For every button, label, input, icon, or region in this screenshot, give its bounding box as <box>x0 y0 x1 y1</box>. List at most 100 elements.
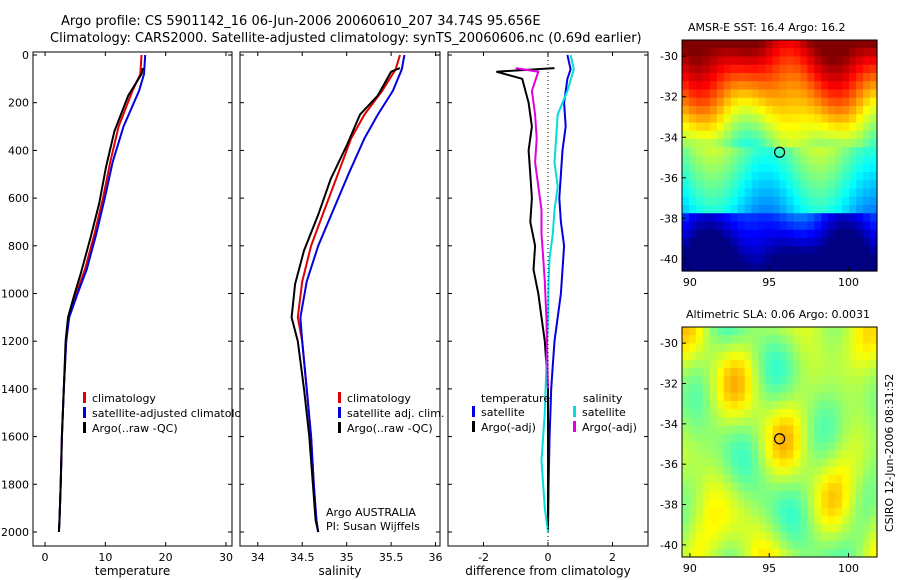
map-cell <box>814 147 822 157</box>
map-cell <box>849 474 857 484</box>
map-cell <box>709 335 718 345</box>
map-cell <box>800 40 808 49</box>
map-cell <box>716 254 725 264</box>
map-cell <box>786 425 795 435</box>
map-cell <box>807 188 815 198</box>
map-cell <box>870 254 878 264</box>
map-cell <box>682 139 690 148</box>
map-cell <box>821 122 829 132</box>
map-cell <box>730 106 739 115</box>
x-tick-label: 20 <box>159 551 173 564</box>
map-cell <box>695 205 704 214</box>
map-cell <box>695 335 704 345</box>
map-cell <box>695 515 704 525</box>
map-cell <box>730 221 739 231</box>
map-cell <box>765 532 774 542</box>
map-cell <box>751 262 760 272</box>
map-cell <box>737 238 746 247</box>
map-cell <box>793 532 801 542</box>
map-cell <box>821 97 829 107</box>
map-cell <box>772 40 781 49</box>
map-x-tick-label: 90 <box>683 276 697 289</box>
map-cell <box>807 474 815 484</box>
map-cell <box>821 417 829 427</box>
map-cell <box>744 188 753 198</box>
map-cell <box>842 524 850 533</box>
map-cell <box>814 376 822 386</box>
map-cell <box>786 417 795 427</box>
map-cell <box>716 499 725 509</box>
map-cell <box>786 172 795 181</box>
map-cell <box>807 442 815 451</box>
map-cell <box>821 433 829 443</box>
map-cell <box>863 458 871 468</box>
map-cell <box>828 400 836 410</box>
map-cell <box>842 376 850 386</box>
map-cell <box>863 532 871 542</box>
map-cell <box>835 81 843 91</box>
map-cell <box>702 196 711 206</box>
map-cell <box>772 524 781 533</box>
map-cell <box>786 474 795 484</box>
map-cell <box>828 425 836 435</box>
map-cell <box>835 155 843 165</box>
map-cell <box>709 56 718 66</box>
map-cell <box>870 359 878 369</box>
map-cell <box>828 442 836 451</box>
map-cell <box>695 450 704 460</box>
map-cell <box>723 73 732 82</box>
map-cell <box>842 196 850 206</box>
map-cell <box>688 130 697 140</box>
map-cell <box>863 262 871 272</box>
map-cell <box>744 40 753 49</box>
legend-label: Argo(-adj) <box>481 421 536 434</box>
map-cell <box>828 532 836 542</box>
map-cell <box>695 474 704 484</box>
map-cell <box>814 466 822 476</box>
map-cell <box>835 196 843 206</box>
map-cell <box>856 246 864 256</box>
map-cell <box>807 417 815 427</box>
map-cell <box>800 130 808 140</box>
map-cell <box>723 122 732 132</box>
map-cell <box>828 409 836 418</box>
map-cell <box>730 425 739 435</box>
map-cell <box>828 81 836 91</box>
map-cell <box>835 180 843 190</box>
map-cell <box>856 327 864 336</box>
map-cell <box>842 532 850 542</box>
map-cell <box>814 425 822 435</box>
map-cell <box>856 180 864 190</box>
map-cell <box>793 155 801 165</box>
map-cell <box>814 458 822 468</box>
map-cell <box>772 229 781 239</box>
map-cell <box>737 351 746 361</box>
map-cell <box>716 155 725 165</box>
map-cell <box>709 515 718 525</box>
map-cell <box>688 466 697 476</box>
map-cell <box>772 507 781 517</box>
map-cell <box>772 139 781 148</box>
map-cell <box>842 188 850 198</box>
map-cell <box>695 532 704 542</box>
map-cell <box>863 139 871 148</box>
map-cell <box>702 155 711 165</box>
map-cell <box>772 474 781 484</box>
map-cell <box>849 433 857 443</box>
map-cell <box>758 433 767 443</box>
map-cell <box>688 97 697 107</box>
map-cell <box>688 221 697 231</box>
map-cell <box>807 524 815 533</box>
map-cell <box>849 507 857 517</box>
map-cell <box>786 139 795 148</box>
map-cell <box>765 56 774 66</box>
map-cell <box>821 246 829 256</box>
map-cell <box>800 147 808 157</box>
map-cell <box>849 221 857 231</box>
map-cell <box>786 180 795 190</box>
map-cell <box>786 221 795 231</box>
map-cell <box>765 524 774 533</box>
map-cell <box>695 376 704 386</box>
map-cell <box>758 238 767 247</box>
map-cell <box>765 515 774 525</box>
